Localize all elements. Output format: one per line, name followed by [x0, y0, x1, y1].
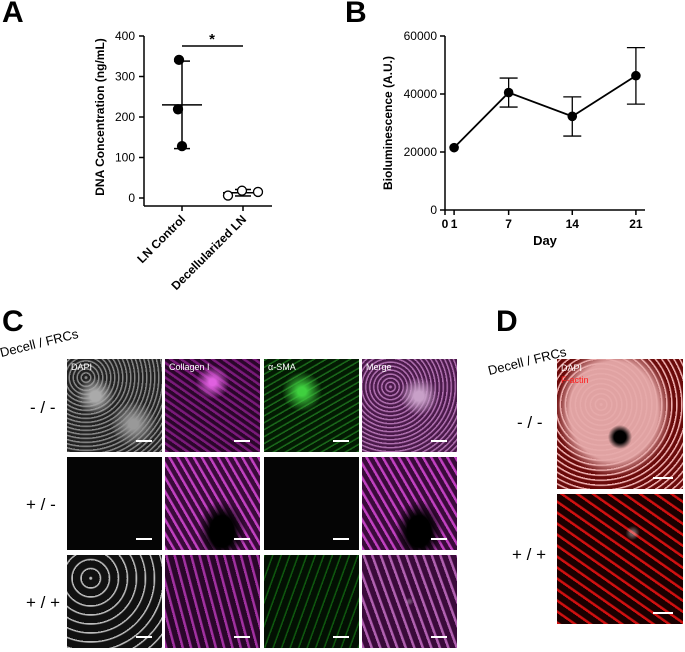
micrograph-collagen-row1: Collagen I [165, 359, 260, 452]
scale-bar [136, 636, 152, 638]
scale-bar [234, 440, 250, 442]
scale-bar [431, 538, 447, 540]
scale-bar [431, 636, 447, 638]
label-factin: F-actin [561, 375, 589, 385]
x-tick-label: 21 [629, 217, 643, 231]
col-label-merge: Merge [366, 362, 392, 372]
micrograph-dapi-factin-row1: DAPI F-actin [557, 359, 683, 489]
panel-d-row-label-2: + / + [512, 545, 547, 564]
y-tick-label: 300 [115, 70, 135, 84]
data-point [631, 70, 641, 81]
scale-bar [653, 477, 673, 479]
col-label-collagen: Collagen I [169, 362, 210, 372]
col-label-dapi: DAPI [71, 362, 93, 372]
scale-bar [234, 538, 250, 540]
x-tick-label: LN Control [134, 212, 188, 266]
micrograph-asma-row3 [264, 555, 359, 648]
scale-bar [333, 538, 349, 540]
panel-c-row-label-3: + / + [26, 593, 61, 612]
data-point [173, 54, 185, 66]
data-point [503, 87, 514, 98]
y-tick-label: 400 [115, 29, 135, 43]
panel-letter-a: A [2, 0, 24, 29]
label-dapi: DAPI [561, 363, 583, 373]
data-point [449, 142, 459, 153]
chart-b: 60000 40000 20000 00 1 7 14 21 Day Bioluminescenc… [381, 29, 645, 248]
scale-bar [431, 440, 447, 442]
micrograph-collagen-row2 [165, 457, 260, 550]
data-point [172, 104, 184, 115]
x-tick-label: 7 [505, 217, 512, 231]
micrograph-dapi-row3 [67, 555, 162, 648]
x-tick-label: 1 [451, 217, 458, 231]
scale-bar [136, 440, 152, 442]
micrograph-merge-row1: Merge [362, 359, 457, 452]
y-axis-label: Bioluminescence (A.U.) [381, 56, 395, 190]
scale-bar [136, 538, 152, 540]
x-tick-label: 0 [442, 217, 449, 231]
scale-bar [234, 636, 250, 638]
micrograph-dapi-row1: DAPI [67, 359, 162, 452]
data-point [236, 185, 248, 196]
y-tick-label: 100 [115, 151, 135, 165]
panel-letter-d: D [496, 305, 518, 338]
micrograph-merge-row2 [362, 457, 457, 550]
y-tick-label: 20000 [404, 145, 438, 159]
micrograph-collagen-row3 [165, 555, 260, 648]
micrograph-asma-row1: α-SMA [264, 359, 359, 452]
y-tick-label: 200 [115, 110, 135, 124]
x-tick-label: 14 [566, 217, 580, 231]
micrograph-asma-row2 [264, 457, 359, 550]
data-point [176, 141, 188, 152]
y-tick-label: 60000 [404, 29, 438, 43]
col-label-asma: α-SMA [268, 362, 296, 372]
y-tick-label: 40000 [404, 87, 438, 101]
panel-d-row-label-1: - / - [517, 413, 543, 432]
x-axis-label: Day [533, 233, 558, 248]
micrograph-dapi-factin-row2 [557, 494, 683, 624]
y-axis-label: DNA Concentration (ng/mL) [93, 38, 107, 196]
significance-marker: * [209, 31, 215, 48]
panel-d-header: Decell / FRCs [486, 344, 568, 378]
series-line [453, 74, 637, 149]
scale-bar [333, 440, 349, 442]
y-tick-label: 0 [128, 191, 135, 205]
data-point [222, 190, 234, 201]
panel-c-row-label-1: - / - [30, 398, 56, 417]
panel-c-row-label-2: + / - [26, 495, 56, 514]
scale-bar [333, 636, 349, 638]
panel-letter-b: B [345, 0, 367, 29]
data-point [567, 111, 578, 122]
y-tick-label: 0 [430, 203, 437, 217]
micrograph-dapi-row2 [67, 457, 162, 550]
data-point [252, 186, 264, 198]
micrograph-merge-row3 [362, 555, 457, 648]
scale-bar [653, 612, 673, 614]
panel-letter-c: C [2, 305, 24, 338]
